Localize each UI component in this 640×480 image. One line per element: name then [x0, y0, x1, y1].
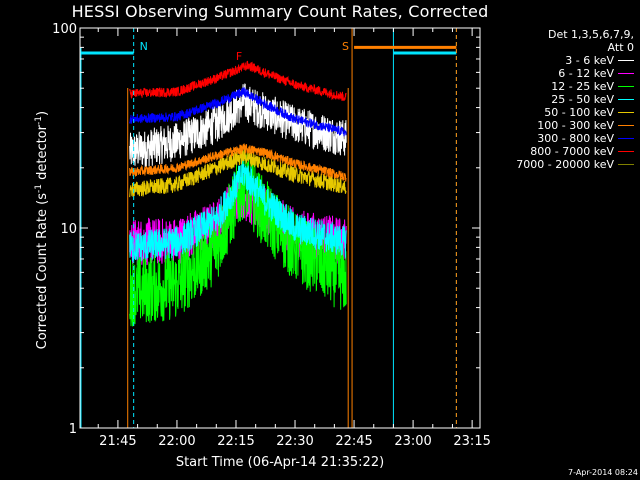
legend-entry-5: 100 - 300 keV — [478, 119, 634, 132]
x-tick-label-3: 22:30 — [276, 434, 313, 449]
legend-swatch — [618, 99, 634, 100]
legend-swatch — [618, 164, 634, 165]
flag-N-label: N — [140, 40, 148, 53]
x-tick-label-4: 22:45 — [335, 434, 372, 449]
legend-swatch — [618, 60, 634, 61]
legend-attenuator: Att 0 — [607, 41, 634, 54]
legend-entry-8: 7000 - 20000 keV — [478, 158, 634, 171]
series-line-3 — [129, 158, 347, 262]
x-tick-label-5: 23:00 — [394, 434, 431, 449]
y-tick-label-2: 100 — [52, 22, 77, 37]
chart-legend: Det 1,3,5,6,7,9, Att 0 3 - 6 keV 6 - 12 k… — [478, 28, 634, 171]
series-line-5 — [129, 143, 347, 182]
legend-entry-label: 50 - 100 keV — [544, 106, 614, 119]
flag-F-label: F — [236, 50, 242, 63]
legend-swatch — [618, 73, 634, 74]
legend-entry-label: 12 - 25 keV — [551, 80, 614, 93]
generation-timestamp: 7-Apr-2014 08:24 — [568, 468, 638, 477]
legend-entry-label: 25 - 50 keV — [551, 93, 614, 106]
y-axis-label: Corrected Count Rate (s-1 detector-1) — [33, 110, 51, 350]
legend-swatch — [618, 138, 634, 139]
legend-entry-6: 300 - 800 keV — [478, 132, 634, 145]
legend-entry-7: 800 - 7000 keV — [478, 145, 634, 158]
flag-S-label: S — [342, 40, 349, 53]
legend-swatch — [618, 125, 634, 126]
y-tick-label-0: 1 — [69, 422, 77, 437]
x-tick-label-1: 22:00 — [158, 434, 195, 449]
series-line-6 — [129, 87, 347, 137]
chart-title: HESSI Observing Summary Count Rates, Cor… — [71, 2, 489, 21]
series-line-2 — [129, 151, 347, 327]
legend-entry-label: 7000 - 20000 keV — [516, 158, 614, 171]
legend-entry-label: 6 - 12 keV — [558, 67, 614, 80]
x-tick-label-6: 23:15 — [453, 434, 490, 449]
series-line-7 — [129, 60, 347, 102]
legend-entry-2: 12 - 25 keV — [478, 80, 634, 93]
legend-entry-1: 6 - 12 keV — [478, 67, 634, 80]
legend-entry-label: 800 - 7000 keV — [530, 145, 614, 158]
legend-entry-4: 50 - 100 keV — [478, 106, 634, 119]
x-axis-label: Start Time (06-Apr-14 21:35:22) — [175, 455, 385, 470]
legend-entry-3: 25 - 50 keV — [478, 93, 634, 106]
x-tick-label-2: 22:15 — [217, 434, 254, 449]
legend-swatch — [618, 151, 634, 152]
legend-swatch — [618, 86, 634, 87]
series-line-4 — [129, 147, 347, 198]
legend-entry-0: 3 - 6 keV — [478, 54, 634, 67]
legend-entry-label: 300 - 800 keV — [537, 132, 614, 145]
legend-entry-label: 100 - 300 keV — [537, 119, 614, 132]
legend-swatch — [618, 112, 634, 113]
legend-detectors: Det 1,3,5,6,7,9, — [547, 28, 634, 41]
y-tick-label-1: 10 — [60, 222, 77, 237]
x-tick-label-0: 21:45 — [99, 434, 136, 449]
legend-entry-label: 3 - 6 keV — [565, 54, 614, 67]
